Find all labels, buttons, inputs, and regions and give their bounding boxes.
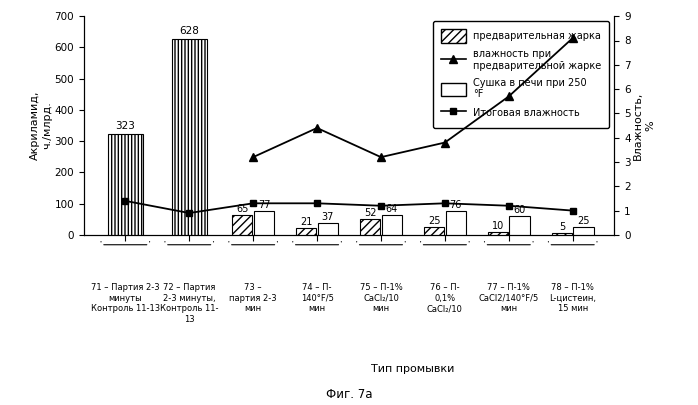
Text: Фиг. 7а: Фиг. 7а [326,388,372,401]
Bar [296,228,316,235]
Bar [510,216,530,235]
Text: 77: 77 [258,200,270,210]
Bar [172,39,207,235]
Text: 76 – П-
0,1%
СаСl₂/10: 76 – П- 0,1% СаСl₂/10 [427,284,463,313]
Text: 323: 323 [115,122,135,132]
Text: Тип промывки: Тип промывки [371,364,454,375]
Legend: предварительная жарка, влажность при
предварительной жарке, Сушка в печи при 250: предварительная жарка, влажность при пре… [433,21,609,128]
Bar [488,232,508,235]
Bar [318,223,338,235]
Bar [254,211,274,235]
Text: 76: 76 [450,200,462,210]
Bar [382,215,402,235]
Text: 65: 65 [236,204,248,214]
Text: 71 – Партия 2-3
минуты
Контроль 11-13: 71 – Партия 2-3 минуты Контроль 11-13 [91,284,160,313]
Text: 25: 25 [577,216,590,226]
Text: 64: 64 [386,204,398,214]
Text: 77 – П-1%
СаСl2/140°F/5
мин: 77 – П-1% СаСl2/140°F/5 мин [479,284,539,313]
Y-axis label: Влажность,
%: Влажность, % [633,92,655,160]
Text: 72 – Партия
2-3 минуты,
Контроль 11-
13: 72 – Партия 2-3 минуты, Контроль 11- 13 [160,284,218,324]
Text: 10: 10 [492,221,504,231]
Text: 52: 52 [364,208,376,218]
Bar [107,134,143,235]
Text: 628: 628 [179,26,199,36]
Text: 37: 37 [322,212,334,222]
Text: 73 –
партия 2-3
мин: 73 – партия 2-3 мин [230,284,277,313]
Text: 78 – П-1%
L-цистеин,
15 мин: 78 – П-1% L-цистеин, 15 мин [549,284,596,313]
Text: 21: 21 [300,217,313,227]
Text: 74 – П-
140°F/5
мин: 74 – П- 140°F/5 мин [301,284,334,313]
Text: 60: 60 [514,205,526,215]
Text: 5: 5 [558,222,565,232]
Bar [232,215,253,235]
Text: 25: 25 [428,216,440,226]
Bar [424,227,444,235]
Bar [573,227,594,235]
Bar [445,211,466,235]
Bar [551,233,572,235]
Y-axis label: Акриламид,
ч./млрд.: Акриламид, ч./млрд. [30,91,52,160]
Text: 75 – П-1%
СаСl₂/10
мин: 75 – П-1% СаСl₂/10 мин [359,284,402,313]
Bar [360,219,380,235]
